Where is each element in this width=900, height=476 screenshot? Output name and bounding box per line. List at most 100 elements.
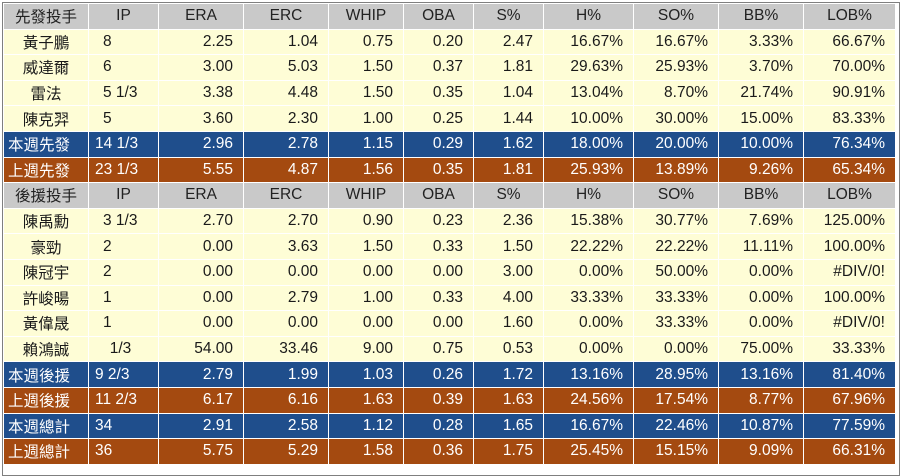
cell-erc: 5.29 (244, 439, 329, 465)
cell-era: 3.38 (159, 80, 244, 107)
cell-h: 13.04% (544, 80, 634, 107)
cell-era: 2.96 (159, 131, 244, 158)
cell-oba: 0.20 (404, 29, 474, 56)
cell-whip: 1.15 (329, 131, 404, 158)
cell-so: 0.00% (634, 336, 719, 363)
cell-erc: 2.70 (244, 208, 329, 235)
cell-s: 4.00 (474, 285, 544, 312)
column-header-h: H% (544, 4, 634, 30)
cell-lob: 70.00% (804, 55, 896, 81)
cell-oba: 0.35 (404, 157, 474, 184)
cell-oba: 0.75 (404, 336, 474, 363)
cell-so: 30.00% (634, 106, 719, 132)
cell-erc: 5.03 (244, 55, 329, 81)
column-header-h: H% (544, 183, 634, 209)
cell-name: 本週總計 (4, 413, 89, 440)
column-header-lob: LOB% (804, 183, 896, 209)
cell-whip: 0.00 (329, 311, 404, 337)
cell-h: 25.93% (544, 157, 634, 184)
cell-bb: 13.16% (719, 362, 804, 388)
table-row: 陳冠宇 2 0.00 0.00 0.00 0.00 3.00 0.00% 50.00% 0.00%… (4, 259, 896, 286)
cell-lob: 66.67% (804, 29, 896, 56)
column-header-bb: BB% (719, 183, 804, 209)
cell-era: 0.00 (159, 311, 244, 337)
cell-name: 上週先發 (4, 157, 89, 184)
cell-whip: 1.50 (329, 55, 404, 81)
cell-s: 3.00 (474, 259, 544, 286)
cell-name: 許峻暘 (4, 285, 89, 312)
cell-name: 威達爾 (4, 55, 89, 81)
cell-ip: 36 (89, 439, 159, 465)
cell-h: 25.45% (544, 439, 634, 465)
cell-ip: 5 (89, 106, 159, 132)
column-header-oba: OBA (404, 183, 474, 209)
cell-s: 1.75 (474, 439, 544, 465)
cell-name: 雷法 (4, 80, 89, 107)
table-row: 黃子鵬 8 2.25 1.04 0.75 0.20 2.47 16.67% 16.67% 3.33… (4, 29, 896, 56)
table-row: 雷法 5 1/3 3.38 4.48 1.50 0.35 1.04 13.04% 8.70% 21… (4, 80, 896, 107)
cell-s: 1.72 (474, 362, 544, 388)
this-week-total-row: 本週先發 14 1/3 2.96 2.78 1.15 0.29 1.62 18.00% 20.0… (4, 131, 896, 158)
last-week-total-row: 上週後援 11 2/3 6.17 6.16 1.63 0.39 1.63 24.56% 17.5… (4, 387, 896, 414)
cell-whip: 1.56 (329, 157, 404, 184)
cell-name: 豪勁 (4, 234, 89, 260)
column-header-erc: ERC (244, 4, 329, 30)
column-header-so: SO% (634, 183, 719, 209)
cell-ip: 2 (89, 234, 159, 260)
cell-bb: 10.00% (719, 131, 804, 158)
cell-era: 2.70 (159, 208, 244, 235)
this-week-grand-total-row: 本週總計 34 2.91 2.58 1.12 0.28 1.65 16.67% 22.46% 10… (4, 413, 896, 440)
column-header-s: S% (474, 183, 544, 209)
column-header-oba: OBA (404, 4, 474, 30)
cell-erc: 1.04 (244, 29, 329, 56)
cell-s: 1.50 (474, 234, 544, 260)
cell-bb: 0.00% (719, 259, 804, 286)
cell-lob: 33.33% (804, 336, 896, 363)
cell-so: 28.95% (634, 362, 719, 388)
cell-name: 陳禹勳 (4, 208, 89, 235)
cell-so: 22.22% (634, 234, 719, 260)
table-row: 陳克羿 5 3.60 2.30 1.00 0.25 1.44 10.00% 30.00% 15.0… (4, 106, 896, 132)
cell-s: 1.62 (474, 131, 544, 158)
cell-lob: #DIV/0! (804, 311, 896, 337)
cell-s: 2.36 (474, 208, 544, 235)
cell-ip: 6 (89, 55, 159, 81)
column-header-erc: ERC (244, 183, 329, 209)
cell-name: 本週後援 (4, 362, 89, 388)
cell-so: 33.33% (634, 311, 719, 337)
cell-name: 陳冠宇 (4, 259, 89, 286)
cell-s: 0.53 (474, 336, 544, 363)
cell-lob: 67.96% (804, 387, 896, 414)
cell-whip: 0.90 (329, 208, 404, 235)
cell-oba: 0.29 (404, 131, 474, 158)
cell-so: 15.15% (634, 439, 719, 465)
cell-oba: 0.00 (404, 259, 474, 286)
cell-so: 25.93% (634, 55, 719, 81)
cell-so: 30.77% (634, 208, 719, 235)
cell-oba: 0.33 (404, 234, 474, 260)
cell-lob: 81.40% (804, 362, 896, 388)
cell-era: 2.91 (159, 413, 244, 440)
cell-h: 33.33% (544, 285, 634, 312)
column-header-name: 後援投手 (4, 183, 89, 209)
column-header-era: ERA (159, 183, 244, 209)
cell-ip: 9 2/3 (89, 362, 159, 388)
cell-ip: 5 1/3 (89, 80, 159, 107)
cell-bb: 9.09% (719, 439, 804, 465)
cell-lob: 83.33% (804, 106, 896, 132)
cell-h: 16.67% (544, 413, 634, 440)
last-week-total-row: 上週先發 23 1/3 5.55 4.87 1.56 0.35 1.81 25.93% 13.8… (4, 157, 896, 184)
cell-name: 黃子鵬 (4, 29, 89, 56)
cell-name: 賴鴻誠 (4, 336, 89, 363)
cell-so: 17.54% (634, 387, 719, 414)
table-row: 豪勁 2 0.00 3.63 1.50 0.33 1.50 22.22% 22.22% 11.11… (4, 234, 896, 260)
cell-ip: 11 2/3 (89, 387, 159, 414)
cell-oba: 0.26 (404, 362, 474, 388)
column-header-ip: IP (89, 183, 159, 209)
cell-bb: 10.87% (719, 413, 804, 440)
cell-bb: 15.00% (719, 106, 804, 132)
cell-lob: 65.34% (804, 157, 896, 184)
cell-ip: 14 1/3 (89, 131, 159, 158)
cell-oba: 0.33 (404, 285, 474, 312)
